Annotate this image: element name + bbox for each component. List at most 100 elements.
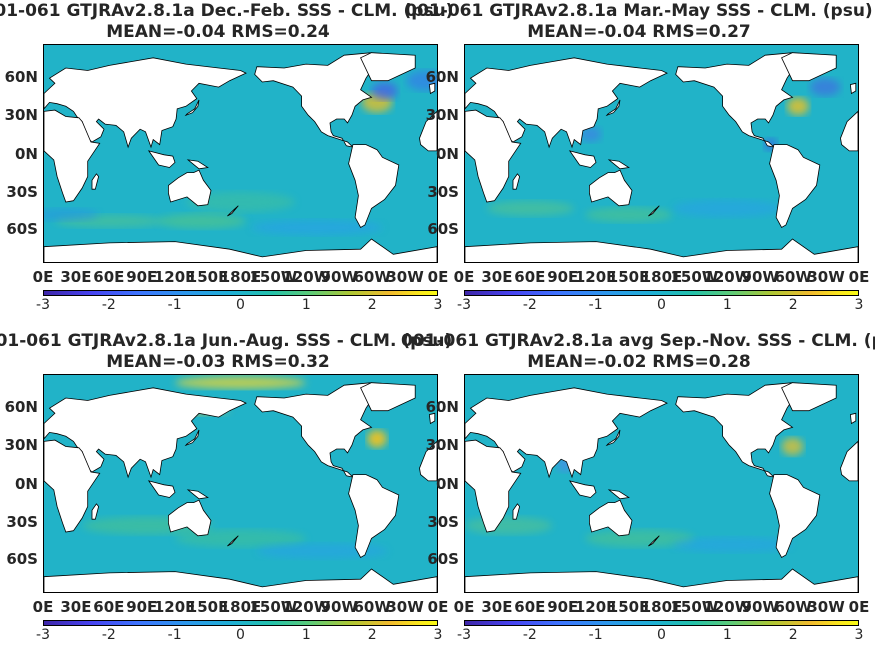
land-mass	[147, 150, 176, 168]
panel-sep-nov: 001-061 GTJRAv2.8.1a avg Sep.-Nov. SSS -…	[401, 330, 875, 655]
panel-title: 001-061 GTJRAv2.8.1a Jun.-Aug. SSS - CLM…	[0, 331, 453, 351]
lon-label: 0E	[453, 268, 475, 286]
sss-anomaly-map	[464, 44, 859, 263]
land-mass	[849, 82, 857, 95]
panel-stats: MEAN=-0.04 RMS=0.24	[106, 22, 330, 42]
lon-label: 0E	[32, 598, 54, 616]
lon-label: 150E	[186, 268, 229, 286]
lon-label: 60W	[353, 598, 391, 616]
map-canvas	[44, 45, 437, 262]
anomaly-patch	[251, 219, 383, 236]
lon-label: 90W	[741, 598, 779, 616]
lon-label: 60E	[93, 598, 125, 616]
anomaly-patch	[371, 82, 398, 100]
land-mass	[849, 412, 857, 425]
panel-title: 001-061 GTJRAv2.8.1a Dec.-Feb. SSS - CLM…	[0, 1, 454, 21]
lon-label: 120E	[153, 268, 196, 286]
anomaly-patch	[465, 516, 553, 535]
lat-label-30s: 30S	[6, 513, 38, 531]
anomaly-patch	[672, 199, 782, 218]
anomaly-patch	[781, 437, 804, 456]
panel-title: 001-061 GTJRAv2.8.1a avg Sep.-Nov. SSS -…	[401, 331, 875, 351]
lon-label: 180E	[219, 598, 262, 616]
lon-label: 120E	[574, 268, 617, 286]
colorbar-ticks: -3 -2 -1 0 1 2 3	[457, 297, 863, 317]
panel-stats: MEAN=-0.02 RMS=0.28	[527, 352, 751, 372]
lon-label: 120E	[153, 598, 196, 616]
colorbar-tick-label: 2	[367, 627, 377, 643]
land-mass	[568, 150, 597, 168]
land-mass	[44, 238, 437, 262]
anomaly-patch	[585, 207, 673, 223]
lon-label: 120E	[574, 598, 617, 616]
colorbar	[464, 620, 859, 626]
lon-label: 0E	[848, 598, 870, 616]
land-mass	[769, 144, 821, 229]
colorbar-tick-label: -1	[588, 297, 603, 313]
land-mass	[348, 474, 400, 559]
land-mass	[168, 499, 212, 537]
lon-label: 90E	[126, 268, 158, 286]
colorbar-tick-label: 2	[788, 297, 798, 313]
land-mass	[605, 429, 621, 447]
lon-label: 60W	[774, 268, 812, 286]
lat-label-30n: 30N	[425, 106, 459, 124]
land-mass	[254, 382, 378, 478]
panel-dec-feb: 001-061 GTJRAv2.8.1a Dec.-Feb. SSS - CLM…	[0, 0, 453, 325]
lon-label: 30W	[807, 268, 845, 286]
land-mass	[254, 52, 378, 148]
lon-label: 180E	[640, 268, 683, 286]
lon-label: 90E	[547, 598, 579, 616]
sss-anomaly-map	[43, 44, 438, 263]
colorbar-tick-label: -1	[167, 627, 182, 643]
lon-label: 120W	[282, 598, 331, 616]
colorbar-tick-label: 0	[657, 297, 666, 313]
lon-label: 150W	[670, 598, 719, 616]
lon-label: 120W	[703, 268, 752, 286]
colorbar-tick-label: -2	[101, 297, 116, 313]
land-mass	[91, 173, 100, 190]
lat-label-60s: 60S	[6, 550, 38, 568]
land-mass	[44, 568, 437, 592]
panel-stats: MEAN=-0.03 RMS=0.32	[106, 352, 330, 372]
colorbar-tick-label: 3	[433, 627, 443, 643]
lat-label-30n: 30N	[4, 106, 38, 124]
lon-label: 60E	[514, 268, 546, 286]
colorbar-tick-label: -3	[457, 627, 471, 643]
colorbar-tick-label: -3	[36, 627, 50, 643]
land-mass	[348, 144, 400, 229]
colorbar-ticks: -3 -2 -1 0 1 2 3	[36, 297, 442, 317]
lat-label-60s: 60S	[6, 220, 38, 238]
lat-label-0n: 0N	[15, 145, 38, 163]
lat-label-60n: 60N	[4, 398, 38, 416]
anomaly-patch	[175, 376, 306, 390]
land-mass	[465, 109, 522, 203]
land-mass	[168, 169, 212, 207]
lat-label-0n: 0N	[15, 475, 38, 493]
sss-anomaly-map	[464, 374, 859, 593]
anomaly-patch	[185, 191, 296, 213]
lon-label: 0E	[32, 268, 54, 286]
lon-label: 90E	[126, 598, 158, 616]
lon-label: 0E	[427, 268, 449, 286]
colorbar-tick-label: 0	[236, 297, 245, 313]
colorbar-tick-label: 2	[788, 627, 798, 643]
lat-label-30s: 30S	[427, 183, 459, 201]
land-mass	[781, 382, 837, 412]
land-mass	[360, 382, 416, 412]
anomaly-patch	[579, 126, 602, 143]
colorbar-tick-label: -1	[167, 297, 182, 313]
map-canvas	[465, 45, 858, 262]
lon-label: 60W	[353, 268, 391, 286]
lon-label: 30E	[481, 598, 513, 616]
colorbar-tick-label: -1	[588, 627, 603, 643]
lon-label: 0E	[453, 598, 475, 616]
colorbar-ticks: -3 -2 -1 0 1 2 3	[36, 627, 442, 647]
land-mass	[589, 499, 633, 537]
land-mass	[840, 440, 858, 482]
lon-label: 120W	[703, 598, 752, 616]
lon-label: 90W	[320, 268, 358, 286]
lon-label: 30W	[386, 268, 424, 286]
anomaly-patch	[809, 78, 841, 97]
colorbar-tick-label: 1	[301, 297, 311, 313]
